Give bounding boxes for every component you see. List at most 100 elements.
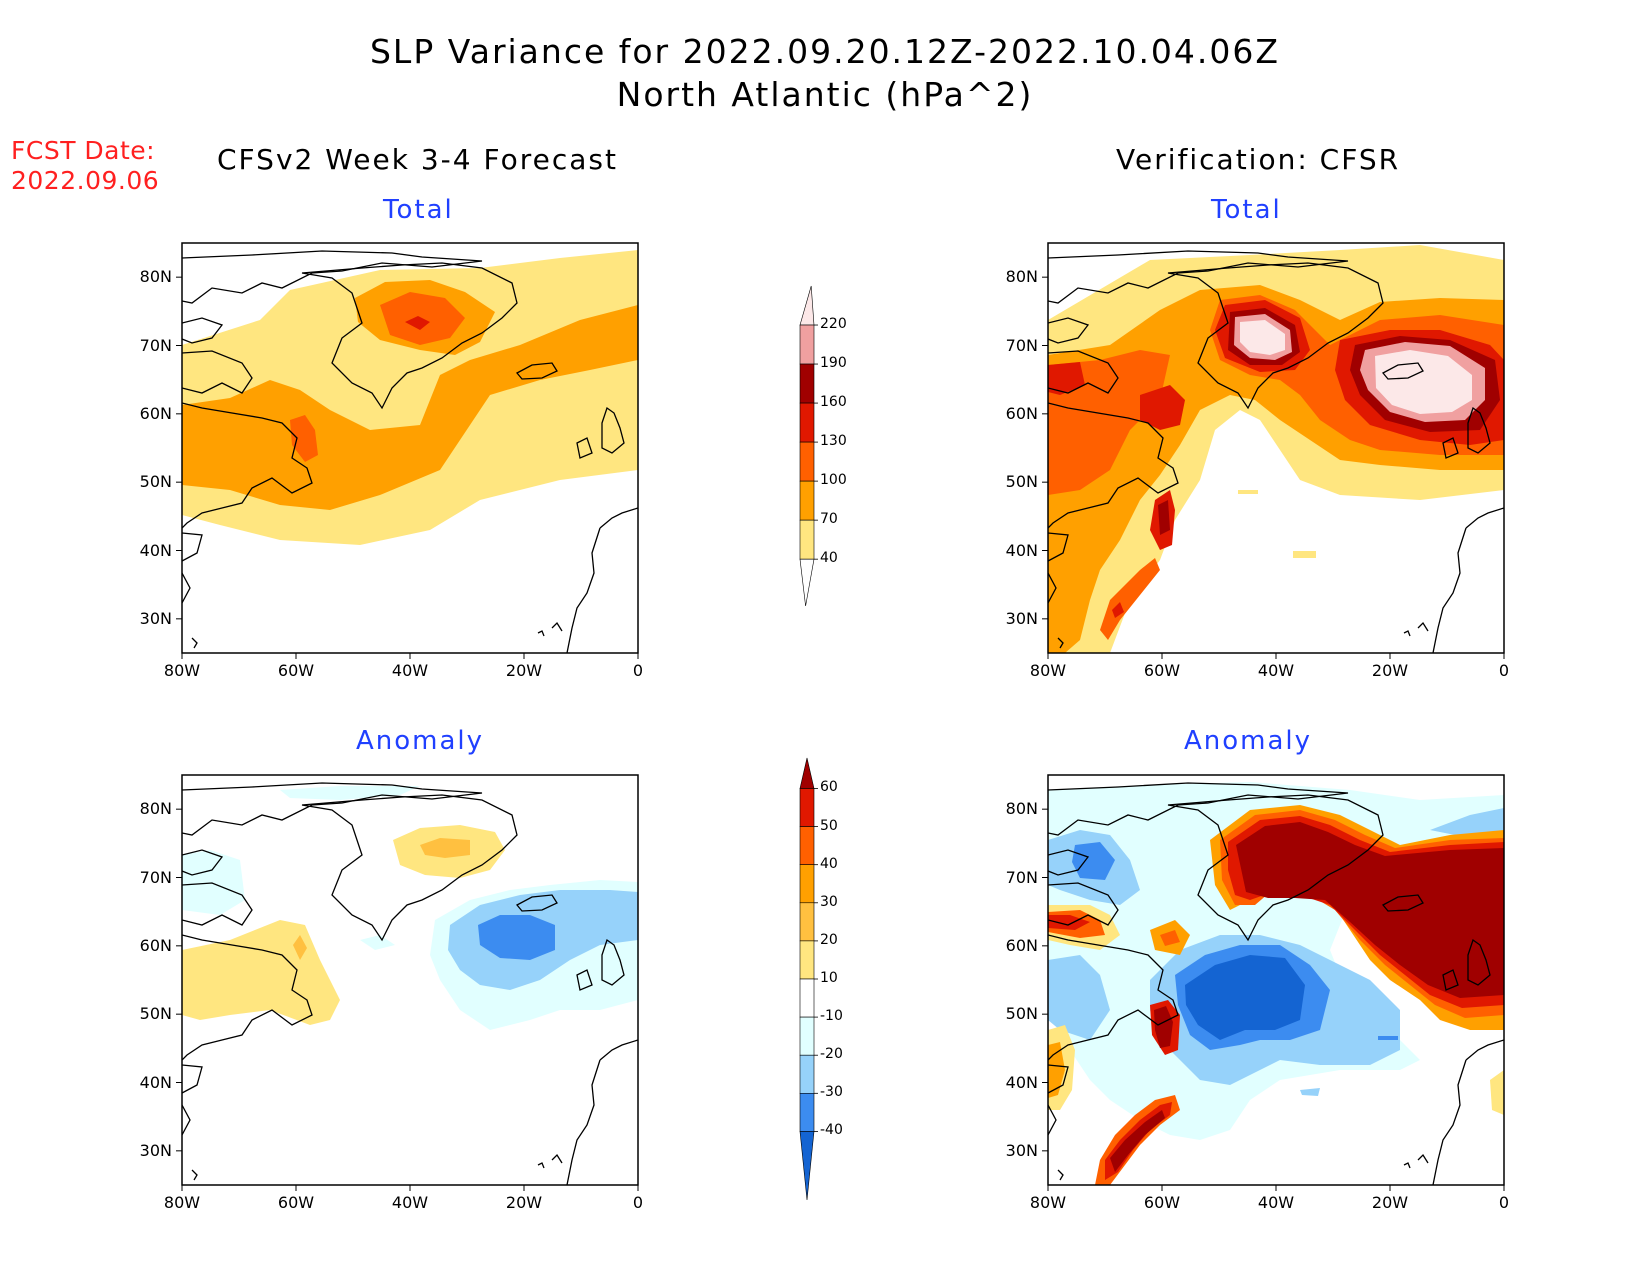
cbar-anom-label: 60 [820, 779, 838, 796]
cbar-total-cap-bottom [799, 558, 815, 607]
lat-tick-label: 70N [1005, 867, 1038, 887]
lat-tick-label: 30N [1005, 1140, 1038, 1160]
cbar-anom-label: 30 [820, 893, 838, 910]
cbar-anom-swatch [799, 978, 815, 1018]
cbar-anom-swatch [799, 940, 815, 980]
cbar-anom-label: -20 [820, 1046, 843, 1063]
cbar-total-swatch [799, 519, 815, 560]
lon-tick-label: 40W [391, 661, 429, 680]
lat-tick-label: 80N [1005, 799, 1038, 819]
lon-tick-label: 40W [1257, 1193, 1295, 1212]
cbar-anom-label: -10 [820, 1008, 843, 1025]
cbar-total-swatch [799, 441, 815, 482]
cbar-total-label: 190 [820, 355, 847, 372]
panel-title-top-left: Total [383, 195, 454, 225]
cbar-anom-swatch [799, 1093, 815, 1132]
cbar-total-swatch [799, 363, 815, 404]
lon-tick-label: 80W [163, 1193, 201, 1212]
lon-tick-label: 0 [1498, 1193, 1510, 1212]
lon-tick-label: 60W [277, 1193, 315, 1212]
lat-tick-label: 30N [139, 1140, 172, 1160]
cbar-anom-swatch [799, 902, 815, 942]
lat-tick-label: 40N [139, 540, 172, 560]
cbar-anom-label: 40 [820, 855, 838, 872]
lat-tick-label: 60N [1005, 403, 1038, 423]
lon-tick-label: 60W [1143, 1193, 1181, 1212]
lat-tick-label: 50N [1005, 472, 1038, 492]
lat-tick-label: 50N [1005, 1004, 1038, 1024]
cbar-total-label: 160 [820, 394, 847, 411]
panel-title-bottom-left: Anomaly [356, 726, 485, 756]
cbar-anom-label: -30 [820, 1084, 843, 1101]
lat-tick-label: 60N [1005, 935, 1038, 955]
lon-tick-label: 0 [1498, 661, 1510, 680]
lat-tick-label: 60N [139, 403, 172, 423]
cbar-anom-cap-top [799, 757, 815, 789]
lat-tick-label: 40N [1005, 1072, 1038, 1092]
title-line-1: SLP Variance for 2022.09.20.12Z-2022.10.… [369, 32, 1281, 71]
cbar-anom-swatch [799, 864, 815, 904]
lon-tick-label: 80W [163, 661, 201, 680]
colorbar-anomaly [799, 757, 818, 1201]
lat-tick-label: 30N [1005, 608, 1038, 628]
cbar-total-swatch [799, 324, 815, 365]
cbar-anom-cap-bottom [799, 1131, 815, 1201]
lon-tick-label: 20W [1371, 1193, 1409, 1212]
fcst-date: FCST Date: 2022.09.06 [11, 136, 159, 196]
lon-tick-label: 0 [632, 1193, 644, 1212]
left-column-title: CFSv2 Week 3-4 Forecast [217, 143, 618, 176]
map-panel-bottom-left [181, 774, 639, 1186]
cbar-total-label: 130 [820, 433, 847, 450]
cbar-anom-swatch [799, 788, 815, 827]
cbar-anom-label: -40 [820, 1122, 843, 1139]
fcst-date-value: 2022.09.06 [11, 166, 160, 195]
lat-tick-label: 60N [139, 935, 172, 955]
lon-tick-label: 80W [1029, 1193, 1067, 1212]
lon-tick-label: 40W [1257, 661, 1295, 680]
title-line-2: North Atlantic (hPa^2) [616, 75, 1034, 114]
panel-title-bottom-right: Anomaly [1184, 726, 1313, 756]
cbar-total-label: 40 [820, 550, 838, 567]
cbar-anom-label: 10 [820, 970, 838, 986]
cbar-total-label: 220 [820, 316, 847, 333]
lat-tick-label: 70N [139, 867, 172, 887]
lon-tick-label: 20W [1371, 661, 1409, 680]
right-column-title: Verification: CFSR [1116, 143, 1401, 176]
cbar-total-swatch [799, 480, 815, 521]
lat-tick-label: 70N [1005, 335, 1038, 355]
lat-tick-label: 50N [139, 1004, 172, 1024]
lat-tick-label: 50N [139, 472, 172, 492]
cbar-anom-label: 20 [820, 931, 838, 948]
map-panel-top-left [181, 242, 639, 654]
lat-tick-label: 80N [139, 267, 172, 287]
lon-tick-label: 20W [505, 661, 543, 680]
colorbar-total [799, 285, 818, 607]
lon-tick-label: 80W [1029, 661, 1067, 680]
lat-tick-label: 80N [139, 799, 172, 819]
cbar-total-cap-top [799, 285, 815, 326]
lon-tick-label: 60W [1143, 661, 1181, 680]
cbar-total-label: 100 [820, 472, 847, 489]
cbar-anom-swatch [799, 1054, 815, 1094]
lon-tick-label: 60W [277, 661, 315, 680]
cbar-anom-swatch [799, 1016, 815, 1056]
fcst-date-label: FCST Date: [11, 136, 156, 165]
cbar-total-label: 70 [820, 511, 838, 528]
map-panel-bottom-right [1047, 774, 1505, 1186]
axis-ticks [176, 276, 1505, 1191]
map-panel-top-right [1047, 242, 1505, 654]
lon-tick-label: 0 [632, 661, 644, 680]
main-title: SLP Variance for 2022.09.20.12Z-2022.10.… [0, 30, 1650, 116]
lat-tick-label: 80N [1005, 267, 1038, 287]
cbar-total-swatch [799, 402, 815, 443]
lat-tick-label: 70N [139, 335, 172, 355]
lon-tick-label: 20W [505, 1193, 543, 1212]
panel-title-top-right: Total [1211, 195, 1282, 225]
cbar-anom-swatch [799, 826, 815, 865]
lat-tick-label: 40N [1005, 540, 1038, 560]
lon-tick-label: 40W [391, 1193, 429, 1212]
cbar-anom-label: 50 [820, 817, 838, 834]
lat-tick-label: 30N [139, 608, 172, 628]
lat-tick-label: 40N [139, 1072, 172, 1092]
